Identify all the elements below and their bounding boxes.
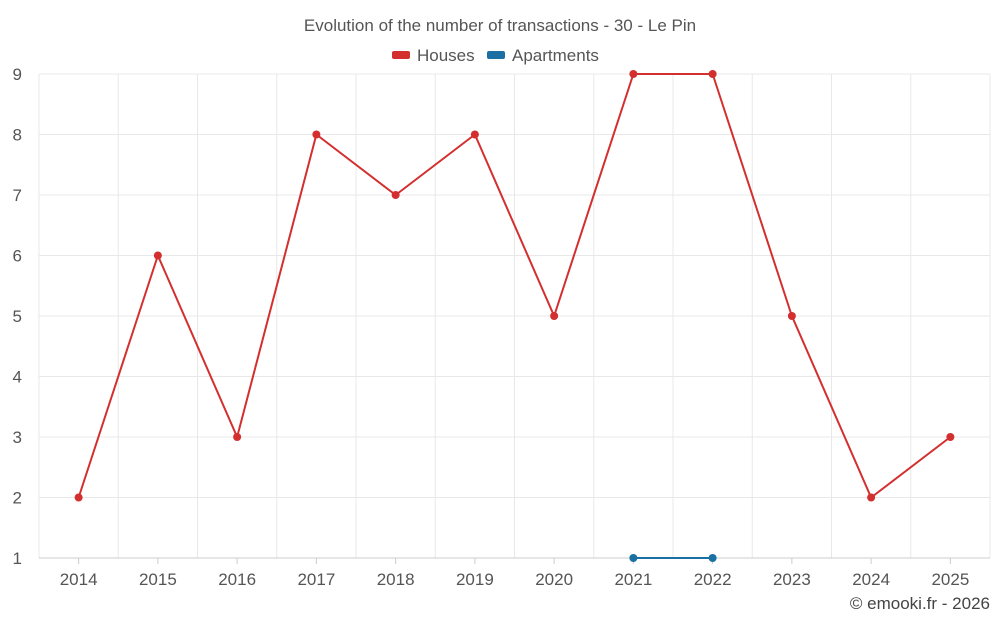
x-tick-label: 2015: [139, 570, 177, 589]
y-tick-label: 3: [13, 428, 22, 447]
legend: Houses Apartments: [392, 46, 599, 65]
y-tick-label: 6: [13, 247, 22, 266]
legend-swatch-apartments: [487, 51, 505, 59]
legend-swatch-houses: [392, 51, 410, 59]
x-axis: 2014 2015 2016 2017 2018 2019 2020 2021 2022 2023…: [39, 557, 990, 589]
x-tick-label: 2022: [694, 570, 732, 589]
legend-label-houses: Houses: [417, 46, 475, 65]
x-tick-label: 2021: [614, 570, 652, 589]
y-axis: 1 2 3 4 5 6 7 8 9: [13, 65, 22, 568]
legend-item-apartments[interactable]: Apartments: [487, 46, 599, 65]
chart-title: Evolution of the number of transactions …: [304, 16, 696, 35]
x-tick-label: 2019: [456, 570, 494, 589]
data-point-houses[interactable]: [470, 130, 479, 139]
y-tick-label: 4: [13, 368, 22, 387]
series-line-houses: [77, 73, 951, 499]
data-point-houses[interactable]: [153, 251, 162, 260]
y-tick-label: 7: [13, 186, 22, 205]
legend-item-houses[interactable]: Houses: [392, 46, 475, 65]
x-tick-label: 2014: [60, 570, 98, 589]
y-tick-label: 1: [13, 549, 22, 568]
x-tick-label: 2018: [377, 570, 415, 589]
x-tick-label: 2025: [931, 570, 969, 589]
y-tick-label: 8: [13, 126, 22, 145]
data-point-houses[interactable]: [391, 191, 400, 199]
data-point-houses[interactable]: [867, 493, 876, 502]
data-point-houses[interactable]: [233, 433, 242, 441]
data-point-houses[interactable]: [787, 312, 796, 320]
y-tick-label: 5: [13, 307, 22, 326]
data-point-houses[interactable]: [74, 493, 83, 502]
credit: © emooki.fr - 2026: [850, 594, 990, 613]
data-point-apartments[interactable]: [708, 554, 717, 562]
data-point-houses[interactable]: [550, 312, 559, 320]
x-tick-label: 2017: [297, 570, 335, 589]
y-tick-label: 2: [13, 489, 22, 508]
data-point-houses[interactable]: [629, 70, 638, 78]
x-tick-label: 2024: [852, 570, 890, 589]
data-point-houses[interactable]: [946, 433, 955, 441]
y-tick-label: 9: [13, 65, 22, 84]
data-point-apartments[interactable]: [629, 554, 638, 562]
series: [74, 70, 955, 562]
data-point-houses[interactable]: [708, 70, 717, 78]
legend-label-apartments: Apartments: [512, 46, 599, 65]
grid: [38, 73, 991, 558]
x-tick-label: 2016: [218, 570, 256, 589]
x-tick-label: 2020: [535, 570, 573, 589]
data-point-houses[interactable]: [312, 130, 321, 139]
x-tick-label: 2023: [773, 570, 811, 589]
